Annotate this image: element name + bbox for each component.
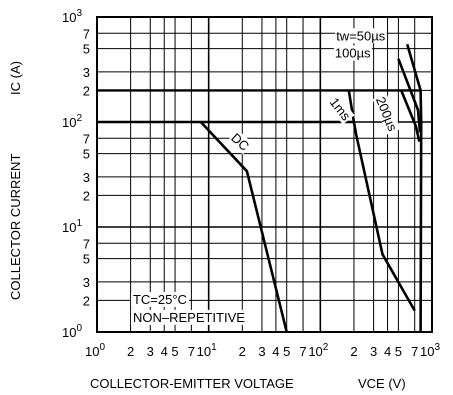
x-tick-label: 3 (147, 344, 154, 359)
y-tick-label: 100 (62, 323, 82, 340)
x-tick-label: 4 (384, 344, 391, 359)
x-tick-label: 100 (85, 342, 105, 359)
y-tick-label: 5 (83, 252, 90, 267)
x-tick-label: 4 (272, 344, 279, 359)
x-tick-label: 2 (239, 344, 246, 359)
y-tick-label: 102 (62, 113, 82, 130)
series-label: DC (228, 130, 252, 154)
series-label-bg (372, 93, 401, 135)
x-tick-label: 7 (299, 344, 306, 359)
x-tick-label: 2 (350, 344, 357, 359)
x-tick-label: 4 (161, 344, 168, 359)
series-label-bg (335, 28, 387, 44)
x-axis-title: COLLECTOR-EMITTER VOLTAGE (90, 376, 294, 391)
y-tick-label: 101 (62, 218, 82, 235)
x-tick-label: 3 (370, 344, 377, 359)
annotation-bg (130, 291, 189, 307)
x-tick-label: 5 (395, 344, 402, 359)
grid (96, 16, 433, 333)
annotation-text: NON–REPETITIVE (133, 310, 245, 325)
y-axis-title: COLLECTOR CURRENT (8, 154, 23, 300)
y-tick-label: 103 (62, 8, 82, 25)
y-tick-label: 3 (83, 65, 90, 80)
y-tick-label: 5 (83, 42, 90, 57)
y-tick-label: 7 (83, 131, 90, 146)
x-tick-label: 7 (411, 344, 418, 359)
series-line (405, 43, 423, 333)
x-tick-label: 2 (127, 344, 134, 359)
series-label: 200µs (373, 95, 400, 134)
annotation-bg (130, 309, 248, 325)
series-label-bg (227, 129, 253, 155)
x-tick-label: 3 (258, 344, 265, 359)
x-axis-symbol: VCE (V) (358, 376, 406, 391)
y-tick-label: 2 (83, 83, 90, 98)
y-tick-label: 2 (83, 188, 90, 203)
series-line (399, 89, 421, 142)
series-line (347, 90, 416, 312)
x-tick-label: 101 (197, 342, 217, 359)
x-tick-label: 5 (283, 344, 290, 359)
series-label: 100µs (335, 46, 371, 61)
y-tick-label: 7 (83, 236, 90, 251)
y-tick-label: 5 (83, 147, 90, 162)
soa-curves (97, 43, 423, 333)
x-tick-label: 103 (420, 342, 440, 359)
y-tick-label: 3 (83, 170, 90, 185)
series-label: tw=50µs (336, 28, 386, 43)
y-tick-label: 3 (83, 275, 90, 290)
x-tick-labels: 100 2 3 4 5 7 101 2 3 4 5 7 102 2 3 4 5 7 103 (85, 342, 440, 359)
x-tick-label: 102 (308, 342, 328, 359)
annotation-text: TC=25°C (133, 292, 187, 307)
y-tick-label: 7 (83, 26, 90, 41)
x-tick-label: 5 (171, 344, 178, 359)
series-label-bg (326, 93, 355, 125)
series-line (199, 121, 288, 333)
x-tick-label: 7 (188, 344, 195, 359)
series-label-bg (333, 45, 373, 61)
series-line (397, 58, 422, 133)
plot-frame (96, 16, 433, 333)
y-axis-symbol: IC (A) (8, 61, 23, 95)
y-tick-label: 2 (83, 293, 90, 308)
